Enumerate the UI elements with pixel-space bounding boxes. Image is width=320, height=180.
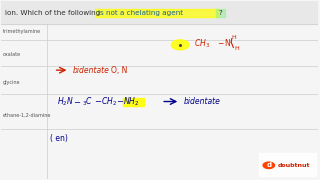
Text: $H_2N$: $H_2N$ <box>57 95 74 108</box>
Text: ─ N: ─ N <box>218 39 231 48</box>
Text: ethane-1,2-diamine: ethane-1,2-diamine <box>3 113 51 118</box>
Text: trimethylamine: trimethylamine <box>3 29 41 34</box>
FancyBboxPatch shape <box>123 98 144 106</box>
Text: is not a chelating agent: is not a chelating agent <box>98 10 183 16</box>
Text: ─: ─ <box>74 97 79 106</box>
FancyBboxPatch shape <box>95 9 218 17</box>
Circle shape <box>171 40 189 50</box>
Text: oxalate: oxalate <box>3 52 21 57</box>
Text: ?: ? <box>218 10 222 16</box>
Text: H: H <box>234 46 239 51</box>
Text: ( en): ( en) <box>51 134 68 143</box>
Text: d: d <box>266 162 271 168</box>
Text: bidentate: bidentate <box>183 97 220 106</box>
Text: ─: ─ <box>95 97 102 106</box>
Text: $CH_2$: $CH_2$ <box>101 95 117 108</box>
Text: $CH_3$: $CH_3$ <box>195 38 211 50</box>
Circle shape <box>263 162 275 168</box>
FancyBboxPatch shape <box>259 153 316 176</box>
Text: $_3C$: $_3C$ <box>82 95 93 108</box>
Text: ─: ─ <box>117 97 124 106</box>
Text: glycine: glycine <box>3 80 20 85</box>
Text: doubtnut: doubtnut <box>277 163 310 168</box>
Text: H: H <box>232 35 236 40</box>
Text: bidentate: bidentate <box>73 66 109 75</box>
Text: ion. Which of the following: ion. Which of the following <box>4 10 102 16</box>
Text: $NH_2$: $NH_2$ <box>123 95 140 108</box>
Text: O, N: O, N <box>111 66 127 75</box>
FancyBboxPatch shape <box>1 1 318 24</box>
FancyBboxPatch shape <box>216 9 226 17</box>
